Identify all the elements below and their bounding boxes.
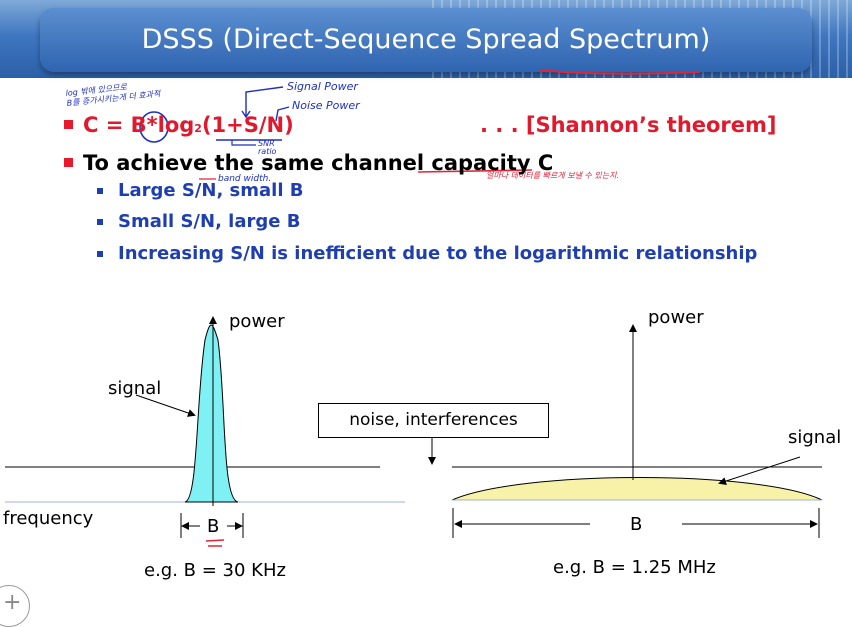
shannon-formula: C = B*log2(1+S/N): [83, 113, 294, 137]
spectrum-diagram: [5, 316, 823, 538]
noise-interference-box: noise, interferences: [318, 403, 549, 438]
capacity-note: 얼마나 데이터를 빠르게 보낼 수 있는지.: [486, 171, 620, 180]
narrow-signal-shape: [184, 324, 239, 503]
right-example-label: e.g. B = 1.25 MHz: [553, 557, 716, 578]
sub-bullet-inefficient: Increasing S/N is inefficient due to the…: [118, 243, 758, 264]
capacity-line: To achieve the same channel capacity C: [83, 151, 554, 175]
bandwidth-note: band width.: [218, 174, 272, 184]
left-signal-label: signal: [108, 378, 162, 399]
right-b-label: B: [630, 514, 643, 535]
spread-signal-shape: [451, 477, 823, 501]
slide-title: DSSS (Direct-Sequence Spread Spectrum): [141, 24, 711, 55]
right-signal-label: signal: [788, 427, 842, 448]
shannon-theorem-label: . . . [Shannon’s theorem]: [480, 113, 777, 137]
annotation-strokes: [139, 86, 533, 547]
title-bar: DSSS (Direct-Sequence Spread Spectrum): [40, 8, 812, 72]
sub-bullet-marker: [97, 251, 103, 257]
noise-power-note: Noise Power: [292, 99, 360, 112]
sub-bullet-marker: [97, 219, 103, 225]
bullet-marker: [64, 120, 73, 129]
frequency-label: frequency: [3, 508, 94, 529]
title-underline: [539, 69, 701, 75]
snr-note: SNR ratio: [258, 139, 277, 156]
right-power-label: power: [648, 307, 704, 328]
left-b-label: B: [207, 516, 220, 537]
left-power-label: power: [229, 311, 285, 332]
sub-bullet-small-sn: Small S/N, large B: [118, 211, 301, 232]
signal-pointer: [135, 394, 196, 417]
sub-bullet-marker: [97, 188, 103, 194]
left-example-label: e.g. B = 30 KHz: [144, 560, 286, 581]
bullet-marker: [64, 158, 73, 167]
right-signal-pointer: [718, 456, 801, 485]
signal-power-note: Signal Power: [287, 80, 358, 93]
sub-bullet-large-sn: Large S/N, small B: [118, 180, 304, 201]
